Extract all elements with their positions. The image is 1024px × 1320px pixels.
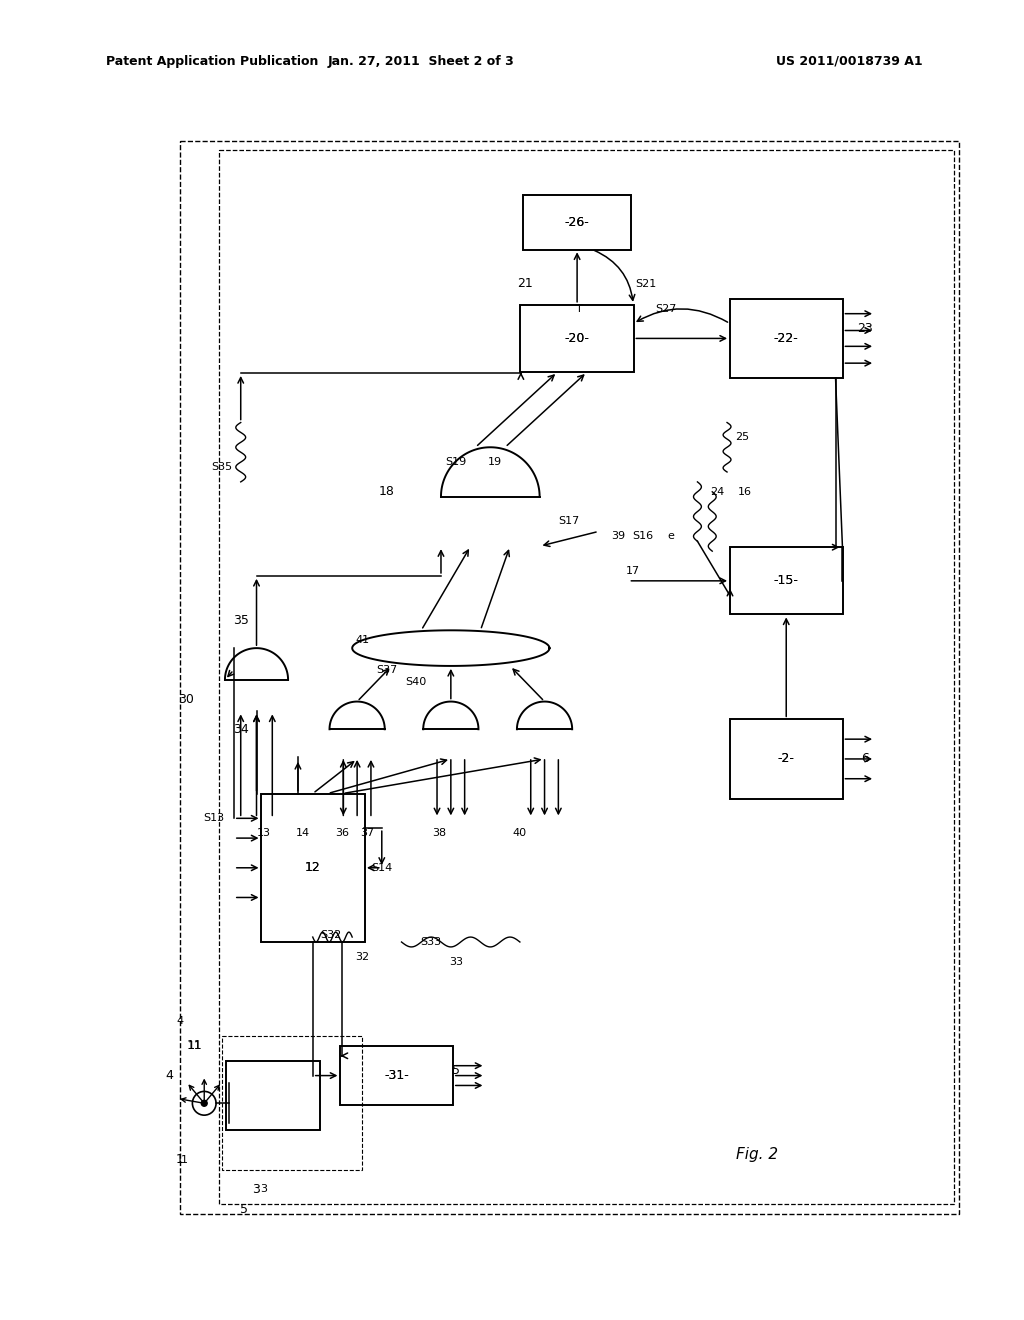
Text: Jan. 27, 2011  Sheet 2 of 3: Jan. 27, 2011 Sheet 2 of 3 <box>328 55 515 67</box>
Text: S21: S21 <box>636 279 656 289</box>
Text: 33: 33 <box>449 957 463 966</box>
Text: 16: 16 <box>738 487 752 496</box>
Bar <box>523 195 632 249</box>
Text: 19: 19 <box>488 457 503 467</box>
Text: 21: 21 <box>517 277 532 290</box>
Text: 5: 5 <box>240 1203 248 1216</box>
Text: S19: S19 <box>445 457 466 467</box>
Bar <box>261 793 365 942</box>
Bar <box>729 548 843 615</box>
Circle shape <box>202 1101 207 1106</box>
Text: 14: 14 <box>296 828 310 838</box>
Text: 35: 35 <box>232 614 249 627</box>
Bar <box>179 140 958 1214</box>
Text: S27: S27 <box>655 304 677 314</box>
Text: 37: 37 <box>359 828 374 838</box>
Text: 4: 4 <box>176 1016 183 1026</box>
Text: S33: S33 <box>421 937 441 946</box>
Text: -26-: -26- <box>564 216 590 230</box>
Text: -31-: -31- <box>384 1069 409 1082</box>
Text: -2-: -2- <box>778 752 795 766</box>
Text: S16: S16 <box>633 532 653 541</box>
Text: 39: 39 <box>611 532 626 541</box>
Text: Patent Application Publication: Patent Application Publication <box>105 55 318 67</box>
Text: 23: 23 <box>857 322 873 335</box>
Text: -22-: -22- <box>774 331 799 345</box>
Text: 3: 3 <box>252 1183 259 1196</box>
Text: S17: S17 <box>558 516 580 527</box>
Text: S32: S32 <box>319 931 341 940</box>
Text: 17: 17 <box>627 566 640 576</box>
Text: 40: 40 <box>513 828 527 838</box>
Text: 12: 12 <box>305 861 321 874</box>
Text: -26-: -26- <box>564 216 590 230</box>
Text: 1: 1 <box>176 1154 183 1166</box>
Text: S13: S13 <box>204 813 224 824</box>
Text: 36: 36 <box>335 828 349 838</box>
Text: -15-: -15- <box>774 574 799 587</box>
Text: S14: S14 <box>371 863 392 873</box>
Text: 25: 25 <box>735 433 749 442</box>
Text: -15-: -15- <box>774 574 799 587</box>
Text: 32: 32 <box>355 952 369 962</box>
Text: -31-: -31- <box>384 1069 409 1082</box>
Text: T: T <box>575 304 583 314</box>
Text: 11: 11 <box>187 1041 202 1051</box>
Text: US 2011/0018739 A1: US 2011/0018739 A1 <box>776 55 923 67</box>
Bar <box>340 1045 454 1105</box>
Text: 1: 1 <box>181 1155 188 1164</box>
Text: 5: 5 <box>452 1064 460 1077</box>
Text: Fig. 2: Fig. 2 <box>735 1147 777 1162</box>
Text: 38: 38 <box>432 828 446 838</box>
Text: 6: 6 <box>861 752 869 766</box>
Text: 18: 18 <box>379 486 394 498</box>
Text: 30: 30 <box>178 693 195 706</box>
Text: 34: 34 <box>232 723 249 735</box>
Text: 4: 4 <box>166 1069 174 1082</box>
Bar <box>729 719 843 799</box>
Text: -22-: -22- <box>774 331 799 345</box>
Bar <box>222 1036 362 1170</box>
Text: -2-: -2- <box>778 752 795 766</box>
Text: S40: S40 <box>406 677 427 686</box>
Text: 3: 3 <box>260 1184 267 1195</box>
Bar <box>729 298 843 378</box>
Text: S35: S35 <box>211 462 232 473</box>
Bar <box>226 1061 321 1130</box>
Text: 12: 12 <box>305 861 321 874</box>
Text: -20-: -20- <box>564 331 590 345</box>
Text: 24: 24 <box>710 487 724 496</box>
Text: 41: 41 <box>355 635 369 645</box>
Bar <box>520 305 634 372</box>
Text: 11: 11 <box>186 1039 203 1052</box>
Text: 13: 13 <box>256 828 270 838</box>
Text: S37: S37 <box>376 665 397 675</box>
Text: -20-: -20- <box>564 331 590 345</box>
Bar <box>219 150 954 1204</box>
Text: e: e <box>668 532 674 541</box>
